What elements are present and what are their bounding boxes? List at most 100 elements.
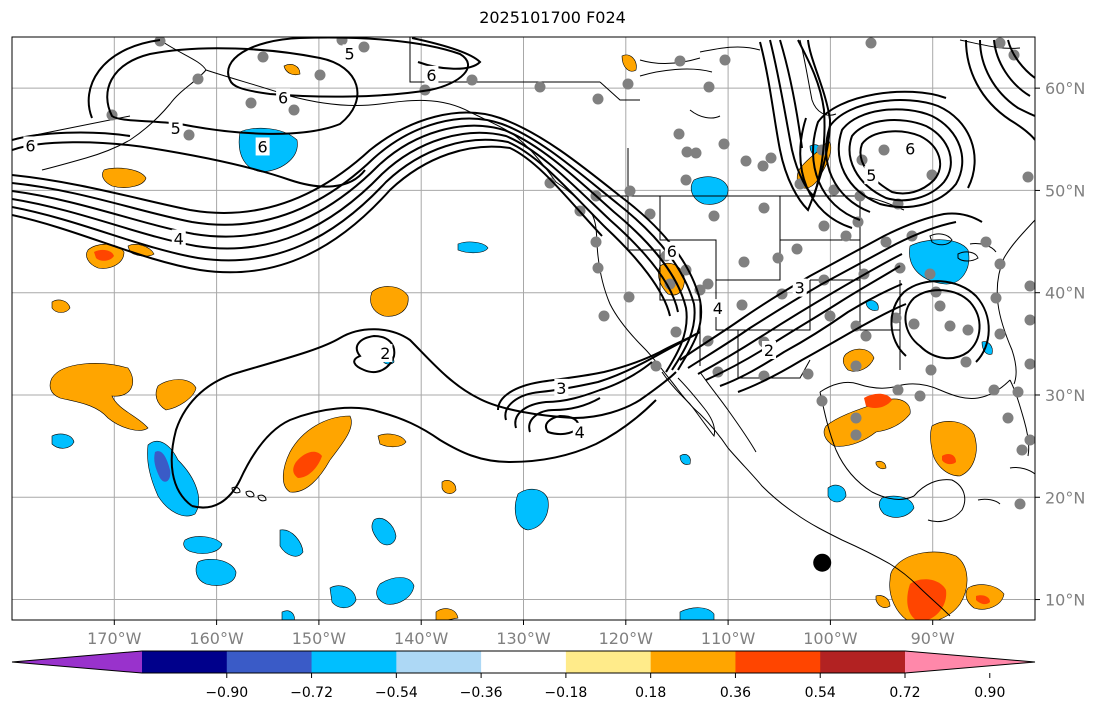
station-dot: [1014, 498, 1026, 510]
station-dot: [544, 177, 556, 189]
contour-label-bg: [792, 278, 807, 297]
colorbar-segment: [735, 651, 821, 673]
contour-label: 3: [795, 279, 805, 298]
station-dot: [1016, 444, 1028, 456]
contour-label: 4: [575, 423, 585, 442]
station-dot: [878, 144, 890, 156]
contour-label-bg: [864, 166, 879, 185]
station-dot: [758, 202, 770, 214]
contour-label: 4: [713, 299, 723, 318]
colorbar: −0.90 −0.72 −0.54 −0.36 −0.18 0.18 0.36 0.54 0.7…: [11, 650, 1036, 701]
contour-label: 2: [764, 341, 774, 360]
contour-label-bg: [903, 139, 918, 158]
station-dot: [908, 318, 920, 330]
lat-tick-label: 40°N: [1045, 284, 1085, 303]
station-dot: [708, 210, 720, 222]
station-dot: [914, 390, 926, 402]
colorbar-segment: [820, 651, 906, 673]
colorbar-tick-label: −0.54: [375, 685, 418, 701]
latitude-axis: 60°N 50°N 40°N 30°N 20°N 10°N: [1035, 79, 1085, 610]
colorbar-tick-label: 0.72: [889, 685, 920, 701]
contour-label: 5: [171, 119, 181, 138]
positive-anomaly-shading: [49, 54, 1005, 620]
lon-tick-label: 90°W: [911, 629, 955, 648]
station-dot: [623, 291, 635, 303]
contour-label: 6: [667, 242, 677, 261]
colorbar-tick-label: −0.72: [290, 685, 333, 701]
station-dot: [1012, 386, 1024, 398]
station-dot: [288, 104, 300, 116]
contour-label: 5: [866, 166, 876, 185]
station-dot: [703, 81, 715, 93]
station-dot: [466, 74, 478, 86]
station-dot: [624, 185, 636, 197]
colorbar-tick-label: 0.18: [635, 685, 666, 701]
station-dot: [592, 262, 604, 274]
station-dot: [850, 429, 862, 441]
lat-tick-label: 60°N: [1045, 79, 1085, 98]
station-dot: [183, 129, 195, 141]
station-dot: [644, 208, 656, 220]
station-dot: [1002, 412, 1014, 424]
station-dot: [892, 384, 904, 396]
contour-label: 3: [556, 379, 566, 398]
negative-anomaly-shading: [51, 127, 993, 620]
colorbar-segment: [565, 651, 652, 673]
station-dot: [719, 54, 731, 66]
contour-label-bg: [255, 137, 270, 156]
station-dot: [994, 37, 1006, 49]
colorbar-segment: [650, 651, 736, 673]
lon-tick-label: 130°W: [496, 629, 551, 648]
station-dot: [816, 395, 828, 407]
contour-label-bg: [342, 44, 357, 63]
contour-lines: [12, 37, 1035, 509]
station-dot: [1022, 171, 1034, 183]
station-dot: [850, 360, 862, 372]
station-dot: [680, 174, 692, 186]
station-dot: [681, 146, 693, 158]
colorbar-tick-label: 0.90: [974, 685, 1005, 701]
colorbar-tick-label: 0.54: [805, 685, 836, 701]
station-dot: [880, 236, 892, 248]
contour-label-bg: [424, 65, 439, 84]
station-dot: [840, 230, 852, 242]
station-dot: [791, 243, 803, 255]
contour-label-bg: [168, 119, 183, 138]
contour-label: 6: [426, 66, 436, 85]
station-dot: [772, 252, 784, 264]
station-dot: [818, 220, 830, 232]
contour-labels: 5 6 6 5 6 6 4 2 3 4 4 2 3 5 6 6: [23, 44, 918, 442]
station-dot: [736, 299, 748, 311]
colorbar-segment: [481, 651, 567, 673]
colorbar-extend-low: [12, 651, 142, 673]
station-dot: [990, 292, 1002, 304]
contour-label-bg: [378, 344, 393, 363]
contour-label: 5: [344, 44, 354, 63]
station-dot: [740, 155, 752, 167]
station-dot: [944, 320, 956, 332]
lon-tick-label: 140°W: [394, 629, 449, 648]
station-dot: [962, 324, 974, 336]
contour-label: 6: [258, 137, 268, 156]
station-dot: [757, 160, 769, 172]
station-dot: [850, 412, 862, 424]
station-dot: [802, 368, 814, 380]
station-dot: [257, 51, 269, 63]
station-dot: [718, 138, 730, 150]
station-dot: [534, 81, 546, 93]
station-dot: [1024, 280, 1035, 292]
station-dot: [192, 73, 204, 85]
colorbar-segment: [226, 651, 313, 673]
contour-label: 2: [380, 344, 390, 363]
lat-tick-label: 10°N: [1045, 591, 1085, 610]
coastlines-and-borders: [12, 37, 1035, 617]
colorbar-outline: [11, 650, 1036, 674]
station-dot: [824, 310, 836, 322]
colorbar-tick-label: −0.18: [544, 685, 587, 701]
contour-label-bg: [762, 341, 777, 360]
station-dot: [960, 356, 972, 368]
contour-label: 6: [278, 88, 288, 107]
location-marker: [813, 553, 832, 572]
lat-tick-label: 50°N: [1045, 181, 1085, 200]
contour-label-bg: [554, 378, 569, 397]
